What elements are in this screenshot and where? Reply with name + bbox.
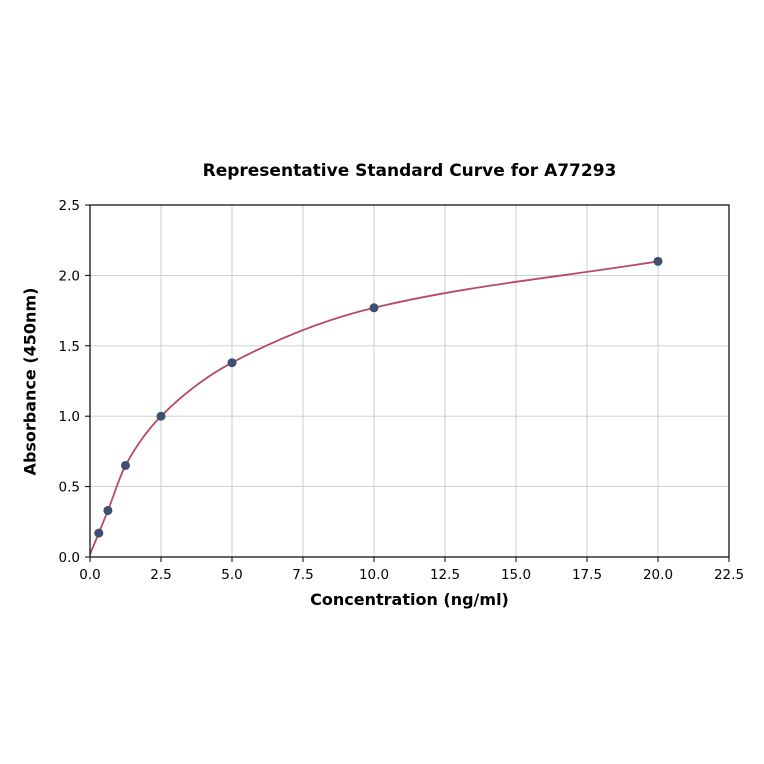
data-point: [156, 411, 166, 421]
data-point: [103, 506, 113, 516]
y-tick-label: 2.0: [59, 268, 80, 284]
data-point: [121, 460, 130, 470]
x-tick-label: 20.0: [643, 567, 673, 583]
x-tick-label: 12.5: [430, 567, 460, 583]
y-tick-label: 2.5: [59, 198, 80, 214]
axis-ticks: [85, 204, 730, 562]
data-point: [369, 303, 379, 313]
y-tick-label: 0.0: [59, 550, 80, 566]
x-tick-label: 0.0: [79, 567, 100, 583]
chart-title: Representative Standard Curve for A77293: [202, 161, 617, 181]
x-tick-label: 17.5: [572, 567, 602, 583]
data-point: [94, 528, 104, 538]
x-tick-label: 15.0: [501, 567, 531, 583]
y-tick-label: 1.5: [59, 339, 80, 355]
x-tick-label: 2.5: [150, 567, 171, 583]
y-tick-label: 0.5: [59, 480, 80, 496]
y-tick-label: 1.0: [59, 409, 80, 425]
tick-labels: 0.0 2.5 5.0 7.5 10.0 12.5 15.0 17.5 20.0 22.5 0.0 0…: [59, 198, 745, 583]
data-layer: [89, 256, 663, 555]
x-tick-label: 5.0: [221, 567, 242, 583]
x-tick-label: 7.5: [292, 567, 313, 583]
plot-border: [89, 204, 730, 558]
grid-lines: [89, 204, 730, 558]
data-point: [653, 256, 663, 266]
x-axis-label: Concentration (ng/ml): [310, 590, 509, 609]
fitted-curve: [89, 260, 659, 555]
data-point: [227, 358, 237, 368]
x-tick-label: 22.5: [714, 567, 744, 583]
x-tick-label: 10.0: [359, 567, 389, 583]
